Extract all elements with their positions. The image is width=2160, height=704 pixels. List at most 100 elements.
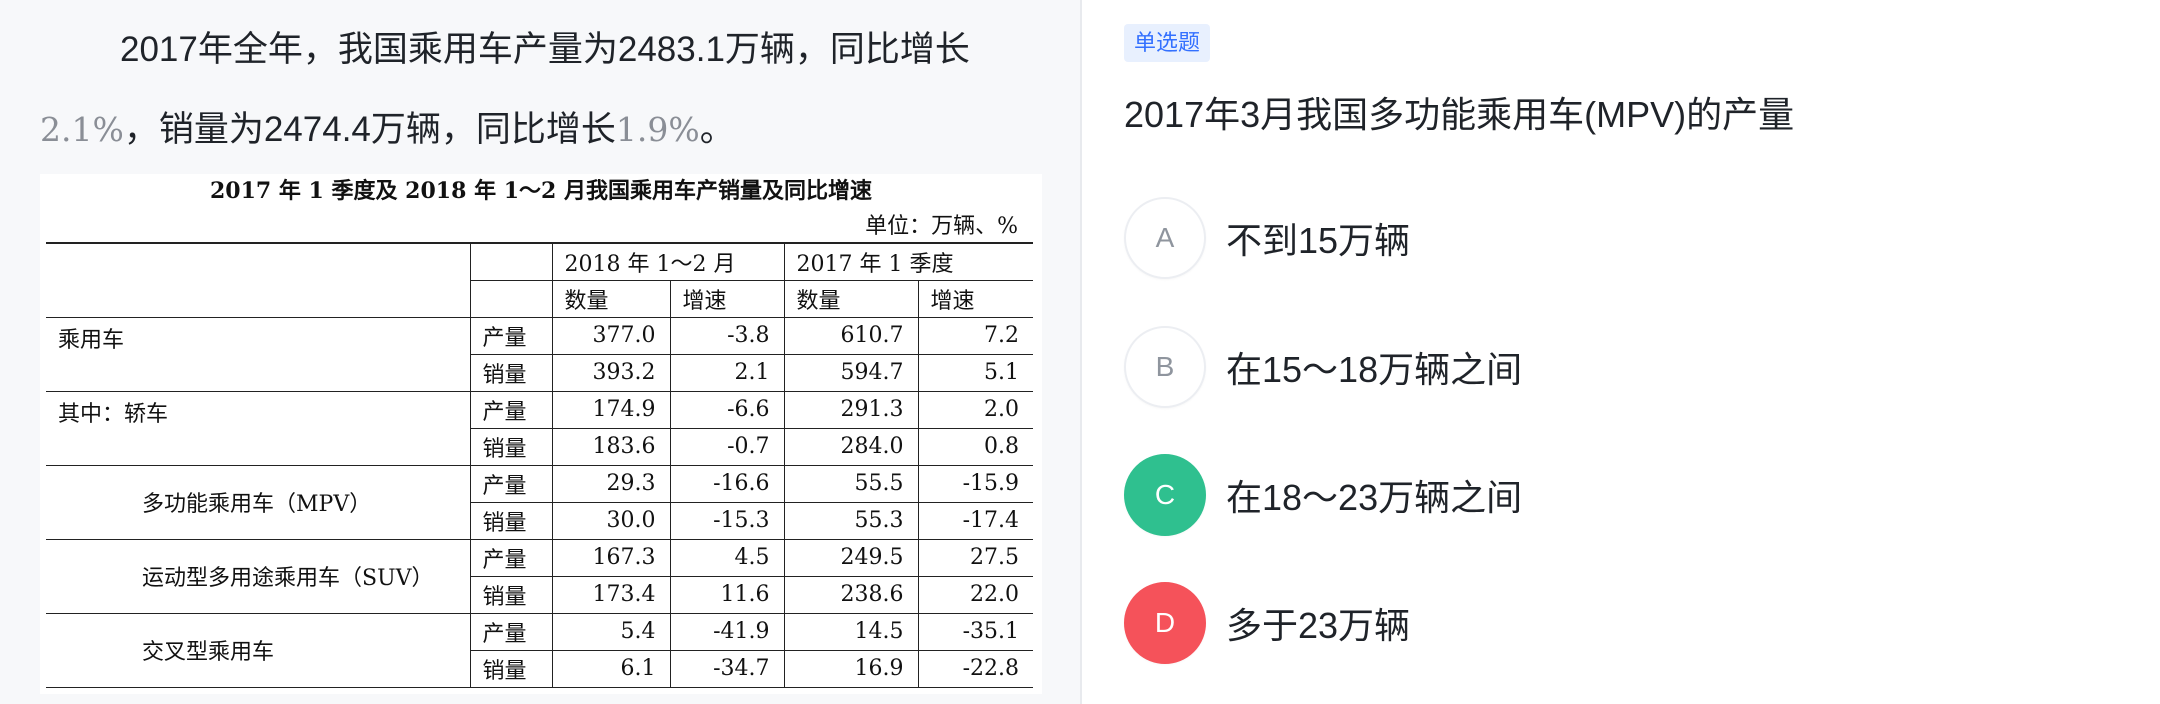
question-pane: 单选题 2017年3月我国多功能乘用车(MPV)的产量 A 不到15万辆 B 在… — [1084, 0, 2160, 704]
table-header-qty: 数量 — [783, 280, 918, 318]
row-category: 多功能乘用车（MPV） — [46, 465, 470, 540]
material-pane: 2017年全年，我国乘用车产量为2483.1万辆，同比增长 2.1%，销量为247… — [40, 0, 1082, 704]
table-header-rate: 增速 — [669, 280, 784, 318]
option-c-circle-correct[interactable]: C — [1124, 454, 1206, 536]
table-cell: 167.3 — [551, 539, 670, 577]
table-cell: 4.5 — [669, 539, 784, 577]
table-cell: 55.5 — [783, 465, 918, 503]
question-stem: 2017年3月我国多功能乘用车(MPV)的产量 — [1124, 94, 1795, 135]
table-cell: 377.0 — [551, 317, 670, 355]
table-cell: -22.8 — [917, 650, 1033, 688]
table-cell: -15.9 — [917, 465, 1033, 503]
row-type-prod: 产量 — [469, 539, 552, 577]
table-cell: -15.3 — [669, 502, 784, 540]
table-row: 销量 183.6 -0.7 284.0 0.8 — [46, 428, 1033, 466]
row-type-sales: 销量 — [469, 428, 552, 466]
table-cell: 30.0 — [551, 502, 670, 540]
table-header-row-1: 2018 年 1～2 月 2017 年 1 季度 — [46, 242, 1033, 318]
table-row: 乘用车 产量 377.0 -3.8 610.7 7.2 — [46, 317, 1033, 392]
option-a-circle[interactable]: A — [1124, 197, 1206, 279]
passage-num2: 1.9% — [615, 110, 700, 149]
table-cell: -3.8 — [669, 317, 784, 355]
passage-text: 2017年全年，我国乘用车产量为2483.1万辆，同比增长 2.1%，销量为247… — [40, 10, 1050, 170]
table-cell: 6.1 — [551, 650, 670, 688]
table-cell: 2.1 — [669, 354, 784, 392]
row-type-sales: 销量 — [469, 576, 552, 614]
table-row: 交叉型乘用车 产量 5.4 -41.9 14.5 -35.1 — [46, 613, 1033, 688]
row-category: 交叉型乘用车 — [46, 613, 470, 688]
table-cell: 7.2 — [917, 317, 1033, 355]
table-cell: 27.5 — [917, 539, 1033, 577]
row-category: 乘用车 — [46, 317, 470, 392]
option-d-circle-wrong[interactable]: D — [1124, 582, 1206, 664]
option-b-circle[interactable]: B — [1124, 326, 1206, 408]
table-cell: -0.7 — [669, 428, 784, 466]
table-cell: -16.6 — [669, 465, 784, 503]
table-corner-cell — [46, 242, 470, 318]
passage-line1: 2017年全年，我国乘用车产量为2483.1万辆，同比增长 — [120, 30, 970, 69]
question-type-badge: 单选题 — [1124, 24, 1211, 62]
passage-mid: ，销量为2474.4万辆，同比增长 — [123, 110, 616, 149]
option-c-text[interactable]: 在18～23万辆之间 — [1226, 477, 1523, 518]
table-unit: 单位：万辆、% — [865, 214, 1018, 239]
table-row: 运动型多用途乘用车（SUV） 产量 167.3 4.5 249.5 27.5 — [46, 539, 1033, 614]
row-type-prod: 产量 — [469, 391, 552, 429]
table-cell: 29.3 — [551, 465, 670, 503]
table-cell: 173.4 — [551, 576, 670, 614]
table-cell: 238.6 — [783, 576, 918, 614]
option-a[interactable]: A 不到15万辆 — [1124, 196, 2024, 280]
option-c[interactable]: C 在18～23万辆之间 — [1124, 453, 2024, 537]
table-cell: 11.6 — [669, 576, 784, 614]
table-cell: 2.0 — [917, 391, 1033, 429]
table-cell: -34.7 — [669, 650, 784, 688]
option-d-text[interactable]: 多于23万辆 — [1226, 605, 1411, 646]
table-cell: 0.8 — [917, 428, 1033, 466]
table-cell: 16.9 — [783, 650, 918, 688]
table-header-blank — [469, 242, 552, 281]
table-cell: 22.0 — [917, 576, 1033, 614]
option-d[interactable]: D 多于23万辆 — [1124, 581, 2024, 665]
table-title: 2017 年 1 季度及 2018 年 1～2 月我国乘用车产销量及同比增速 — [210, 178, 872, 204]
table-header-rate: 增速 — [917, 280, 1033, 318]
table-cell: -6.6 — [669, 391, 784, 429]
table-cell: 5.1 — [917, 354, 1033, 392]
table-cell: 249.5 — [783, 539, 918, 577]
row-category: 其中：轿车 — [46, 391, 470, 466]
table-row: 销量 6.1 -34.7 16.9 -22.8 — [46, 650, 1033, 688]
table-cell: 291.3 — [783, 391, 918, 429]
table-row: 销量 173.4 11.6 238.6 22.0 — [46, 576, 1033, 614]
data-table-image: 2017 年 1 季度及 2018 年 1～2 月我国乘用车产销量及同比增速 单… — [40, 174, 1042, 694]
passage-num1: 2.1% — [40, 110, 124, 149]
table-header-row-2: 数量 增速 数量 增速 — [46, 280, 1033, 318]
option-b[interactable]: B 在15～18万辆之间 — [1124, 325, 2024, 409]
table-cell: 55.3 — [783, 502, 918, 540]
row-category: 运动型多用途乘用车（SUV） — [46, 539, 470, 614]
table-row: 销量 393.2 2.1 594.7 5.1 — [46, 354, 1033, 392]
table-row: 销量 30.0 -15.3 55.3 -17.4 — [46, 502, 1033, 540]
table-cell: 610.7 — [783, 317, 918, 355]
table-row: 其中：轿车 产量 174.9 -6.6 291.3 2.0 — [46, 391, 1033, 466]
row-type-prod: 产量 — [469, 317, 552, 355]
table-cell: -17.4 — [917, 502, 1033, 540]
table-row: 多功能乘用车（MPV） 产量 29.3 -16.6 55.5 -15.9 — [46, 465, 1033, 540]
table-cell: 183.6 — [551, 428, 670, 466]
option-b-text[interactable]: 在15～18万辆之间 — [1226, 349, 1523, 390]
row-type-prod: 产量 — [469, 613, 552, 651]
table-header-qty: 数量 — [551, 280, 670, 318]
table-header-period2: 2017 年 1 季度 — [783, 242, 1033, 281]
table-cell: 284.0 — [783, 428, 918, 466]
option-a-text[interactable]: 不到15万辆 — [1226, 220, 1411, 261]
table-cell: 174.9 — [551, 391, 670, 429]
table-cell: 594.7 — [783, 354, 918, 392]
row-type-sales: 销量 — [469, 650, 552, 688]
table-cell: 393.2 — [551, 354, 670, 392]
table-header-blank — [469, 280, 552, 318]
table-cell: -41.9 — [669, 613, 784, 651]
table-cell: -35.1 — [917, 613, 1033, 651]
table-header-period1: 2018 年 1～2 月 — [551, 242, 784, 281]
table-cell: 5.4 — [551, 613, 670, 651]
row-type-sales: 销量 — [469, 502, 552, 540]
row-type-sales: 销量 — [469, 354, 552, 392]
row-type-prod: 产量 — [469, 465, 552, 503]
table-cell: 14.5 — [783, 613, 918, 651]
